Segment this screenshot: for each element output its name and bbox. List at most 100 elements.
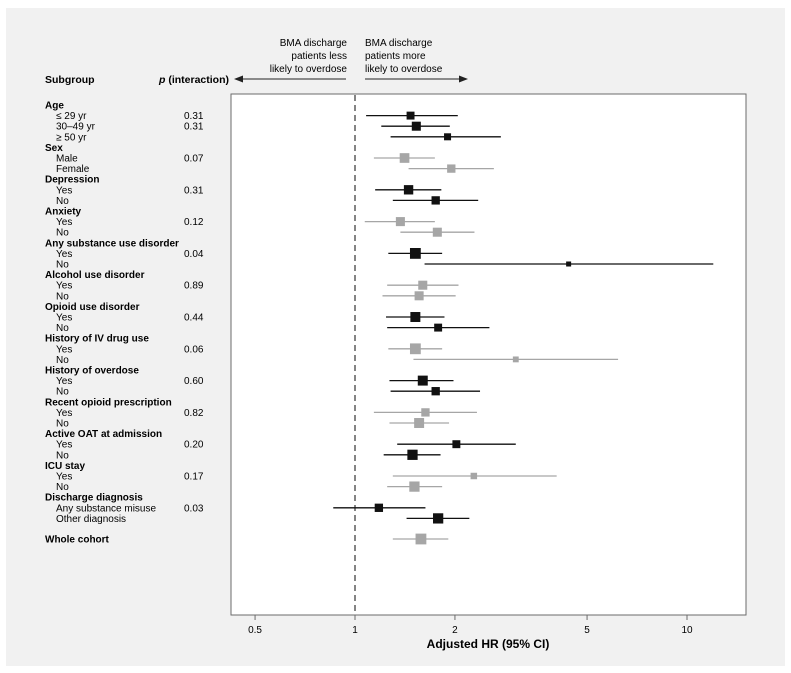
p-value: 0.89 — [184, 281, 204, 292]
p-value: 0.03 — [184, 503, 204, 514]
p-column-header: p (interaction) — [158, 74, 229, 86]
hr-point — [414, 291, 424, 301]
subgroup-label: No — [56, 291, 69, 302]
hr-point — [566, 261, 572, 267]
subgroup-label: 30–49 yr — [56, 122, 96, 133]
hr-point — [431, 196, 440, 205]
p-symbol: p — [158, 74, 166, 86]
subgroup-label: Yes — [56, 408, 72, 419]
forest-plot-figure: Subgroup p (interaction) Adjusted HR (95… — [6, 8, 785, 666]
x-tick-label: 5 — [584, 625, 590, 636]
subgroup-label: Yes — [56, 376, 72, 387]
hr-point — [444, 133, 452, 141]
hr-point — [406, 111, 415, 120]
hr-point — [415, 533, 427, 545]
p-value: 0.06 — [184, 344, 204, 355]
p-value: 0.04 — [184, 249, 204, 260]
annotation-right-line-3: likely to overdose — [365, 64, 443, 75]
subgroup-label: Any substance misuse — [56, 503, 156, 514]
p-value: 0.82 — [184, 408, 204, 419]
p-value: 0.31 — [184, 111, 204, 122]
forest-plot: Subgroup p (interaction) Adjusted HR (95… — [45, 38, 747, 651]
hr-point — [433, 513, 444, 524]
annotation-left-line-2: patients less — [291, 51, 347, 62]
annotation-right-line-2: patients more — [365, 51, 426, 62]
subgroup-label: ≥ 50 yr — [56, 132, 87, 143]
subgroup-label: No — [56, 355, 69, 366]
subgroup-label: ≤ 29 yr — [56, 111, 87, 122]
hr-point — [403, 185, 414, 195]
plot-area — [230, 93, 747, 616]
subgroup-label: Yes — [56, 313, 72, 324]
hr-point — [418, 280, 428, 290]
subgroup-label: Yes — [56, 249, 72, 260]
hr-point — [407, 449, 418, 460]
x-tick-label: 2 — [452, 625, 458, 636]
x-tick-label: 1 — [352, 625, 358, 636]
hr-point — [374, 503, 384, 512]
subgroup-label: No — [56, 196, 69, 207]
group-label: Anxiety — [45, 207, 82, 218]
group-label: Depression — [45, 175, 99, 186]
group-label: ICU stay — [45, 461, 85, 472]
subgroup-label: Female — [56, 164, 90, 175]
group-label: Alcohol use disorder — [45, 270, 145, 281]
p-value: 0.44 — [184, 313, 204, 324]
x-tick-label: 0.5 — [248, 625, 262, 636]
hr-point — [409, 481, 420, 492]
hr-point — [432, 227, 442, 237]
group-label: History of overdose — [45, 366, 139, 377]
subgroup-label: Yes — [56, 185, 72, 196]
group-label: Sex — [45, 143, 63, 154]
subgroup-label: Male — [56, 154, 78, 165]
arrow-left-head — [234, 75, 243, 83]
hr-point — [411, 121, 421, 131]
x-axis-label: Adjusted HR (95% CI) — [427, 637, 550, 651]
subgroup-label: Yes — [56, 217, 72, 228]
annotation-right-line-1: BMA discharge — [365, 38, 433, 49]
hr-point — [409, 248, 421, 259]
group-label: Discharge diagnosis — [45, 493, 143, 504]
hr-point — [417, 375, 428, 386]
hr-point — [410, 312, 421, 322]
subgroup-label: Yes — [56, 344, 72, 355]
subgroup-label: Other diagnosis — [56, 514, 126, 525]
subgroup-column-header: Subgroup — [45, 74, 95, 86]
subgroup-label: No — [56, 323, 69, 334]
group-label: Any substance use disorder — [45, 238, 179, 249]
p-value: 0.17 — [184, 472, 204, 483]
arrow-right-head — [459, 75, 468, 83]
subgroup-label: Yes — [56, 281, 72, 292]
p-value: 0.07 — [184, 154, 204, 165]
annotation-left-line-3: likely to overdose — [270, 64, 348, 75]
x-tick-label: 10 — [681, 625, 693, 636]
p-header-suffix: (interaction) — [165, 74, 229, 86]
annotation-more-likely: BMA discharge patients more likely to ov… — [365, 38, 443, 75]
hr-point — [395, 217, 405, 227]
group-label: Active OAT at admission — [45, 429, 162, 440]
group-label: Age — [45, 101, 64, 112]
subgroup-label: No — [56, 419, 69, 430]
annotation-left-line-1: BMA discharge — [280, 38, 348, 49]
group-label: Whole cohort — [45, 535, 110, 546]
group-label: Recent opioid prescription — [45, 397, 172, 408]
p-value: 0.20 — [184, 440, 204, 451]
p-value: 0.12 — [184, 217, 204, 228]
group-label: History of IV drug use — [45, 334, 149, 345]
hr-point — [399, 153, 410, 163]
subgroup-label: Yes — [56, 440, 72, 451]
hr-point — [452, 440, 461, 449]
hr-point — [512, 356, 519, 363]
subgroup-label: No — [56, 228, 69, 239]
p-value: 0.31 — [184, 185, 204, 196]
hr-point — [414, 418, 425, 428]
hr-point — [447, 164, 456, 173]
p-value: 0.31 — [184, 122, 204, 133]
annotation-less-likely: BMA discharge patients less likely to ov… — [270, 38, 348, 75]
hr-point — [470, 472, 478, 480]
subgroup-label: No — [56, 450, 69, 461]
hr-point — [409, 343, 421, 355]
p-value: 0.60 — [184, 376, 204, 387]
hr-point — [431, 387, 440, 396]
group-label: Opioid use disorder — [45, 302, 140, 313]
